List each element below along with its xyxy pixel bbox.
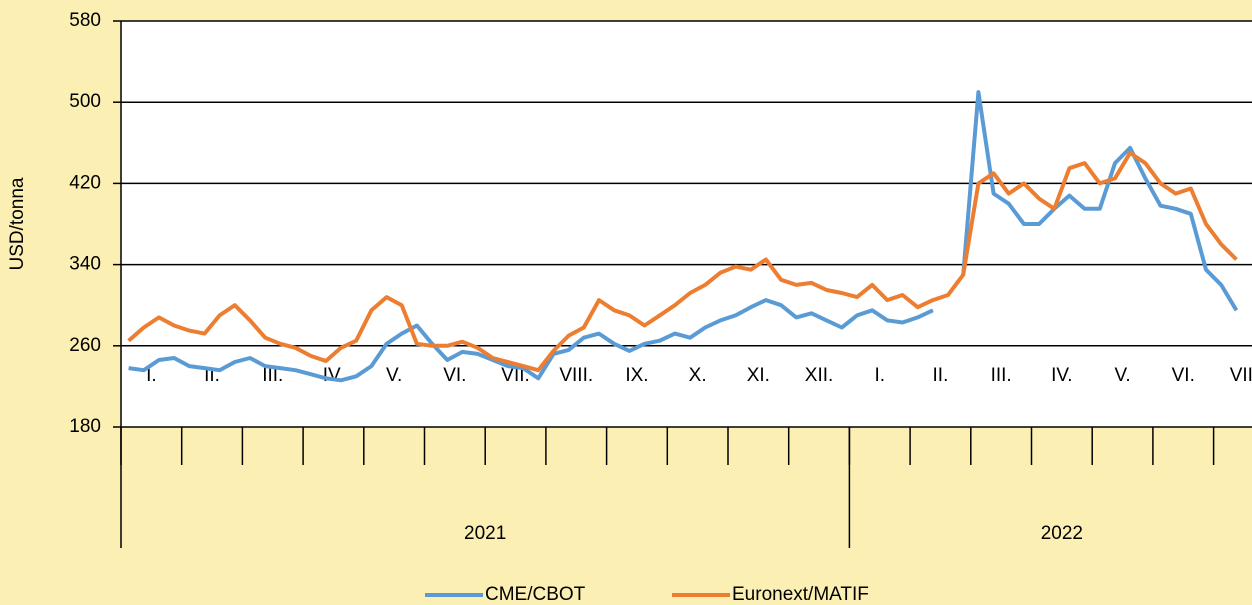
x-tick-label: V. <box>1114 365 1130 386</box>
legend-label: Euronext/MATIF <box>732 584 869 605</box>
y-tick-label: 340 <box>69 254 101 275</box>
year-label: 2021 <box>464 523 506 544</box>
x-tick-label: III. <box>262 365 283 386</box>
x-tick-label: VI. <box>1172 365 1195 386</box>
series-line <box>128 90 1239 383</box>
series-group <box>127 90 1239 383</box>
year-label: 2022 <box>1041 523 1083 544</box>
plot-area <box>121 21 1252 427</box>
x-tick-label: VII. <box>1230 365 1252 386</box>
x-tick-label: III. <box>991 365 1012 386</box>
y-tick-label: 260 <box>69 335 101 356</box>
legend-label: CME/CBOT <box>485 584 586 605</box>
x-tick-label: IV. <box>323 365 345 386</box>
x-tick-label: V. <box>386 365 402 386</box>
x-tick-label: IX. <box>625 365 648 386</box>
y-tick-label: 500 <box>69 91 101 112</box>
x-tick-label: VI. <box>443 365 466 386</box>
x-tick-label: VIII. <box>559 365 593 386</box>
y-tick-label: 180 <box>69 416 101 437</box>
y-tick-label: 580 <box>69 10 101 31</box>
y-axis-label: USD/tonna <box>7 177 28 270</box>
x-tick-label: I. <box>874 365 885 386</box>
x-tick-label: VII. <box>501 365 530 386</box>
x-tick-label: XI. <box>747 365 770 386</box>
series-line <box>127 150 1238 373</box>
y-tick-label: 420 <box>69 172 101 193</box>
x-tick-label: IV. <box>1051 365 1073 386</box>
x-tick-label: I. <box>146 365 157 386</box>
x-tick-label: XII. <box>805 365 834 386</box>
x-tick-label: II. <box>933 365 949 386</box>
x-tick-label: X. <box>689 365 707 386</box>
